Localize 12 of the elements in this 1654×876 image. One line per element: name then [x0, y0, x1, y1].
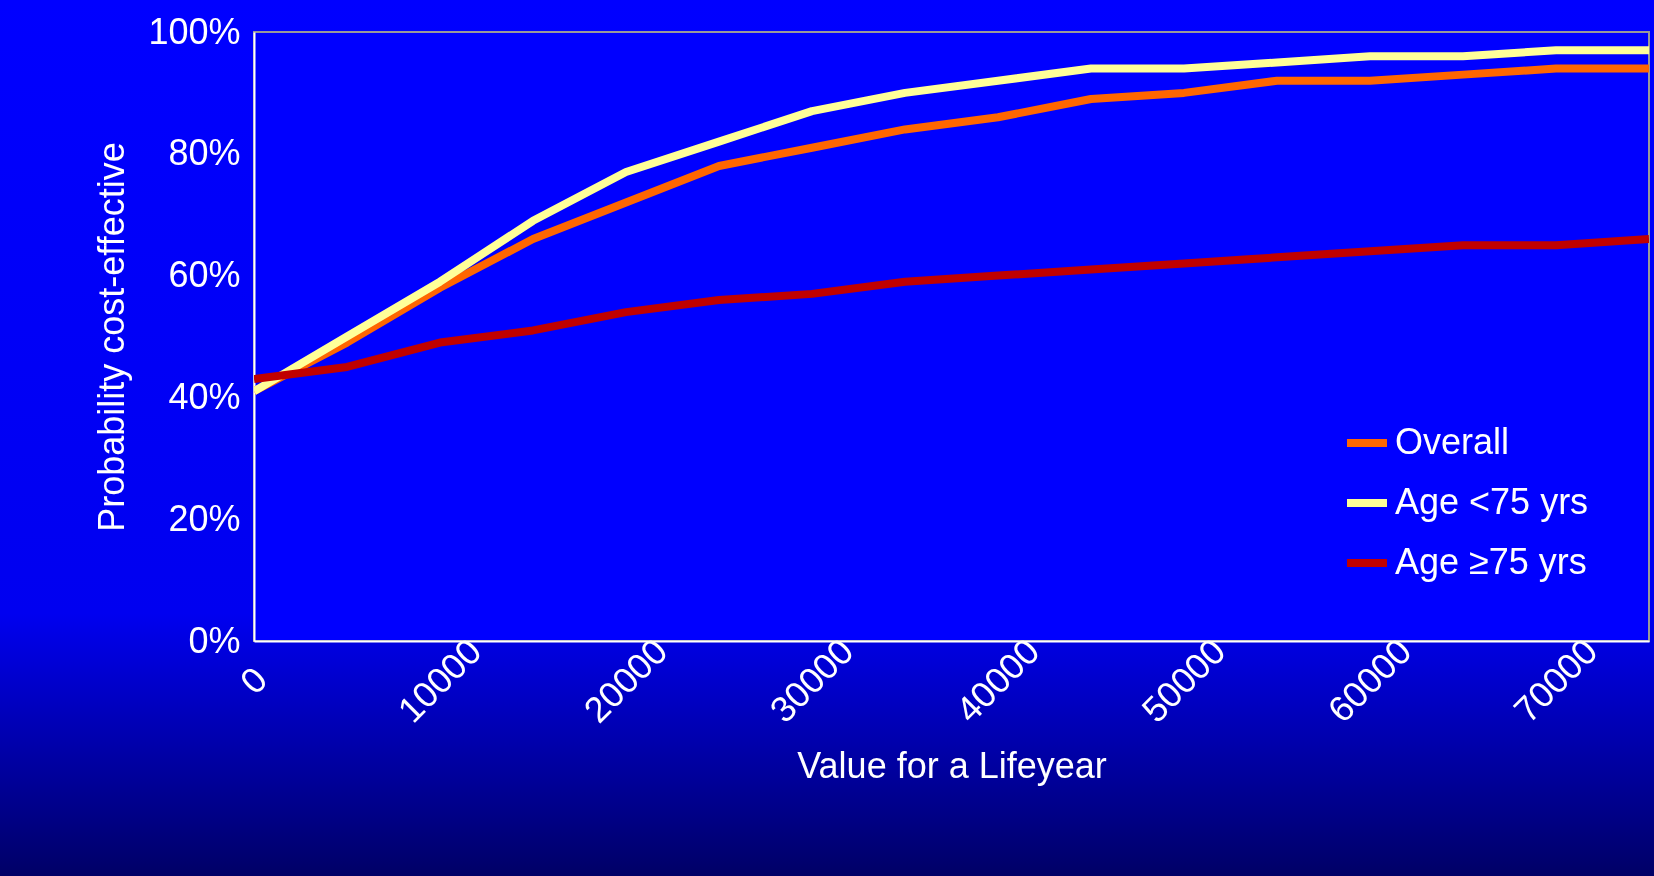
legend-label: Age ≥75 yrs: [1395, 541, 1587, 582]
y-tick-label: 100%: [148, 10, 241, 52]
legend-label: Overall: [1395, 421, 1510, 462]
y-tick-label: 80%: [168, 132, 241, 174]
x-tick-label: 0: [231, 658, 276, 703]
y-tick-label: 0%: [188, 619, 241, 661]
y-axis-title: Probability cost-effective: [91, 142, 133, 532]
y-tick-label: 40%: [168, 375, 241, 417]
y-tick-label: 20%: [168, 497, 241, 539]
legend-label: Age <75 yrs: [1395, 481, 1589, 522]
x-axis-title: Value for a Lifeyear: [797, 744, 1107, 786]
y-tick-label: 60%: [168, 254, 241, 296]
